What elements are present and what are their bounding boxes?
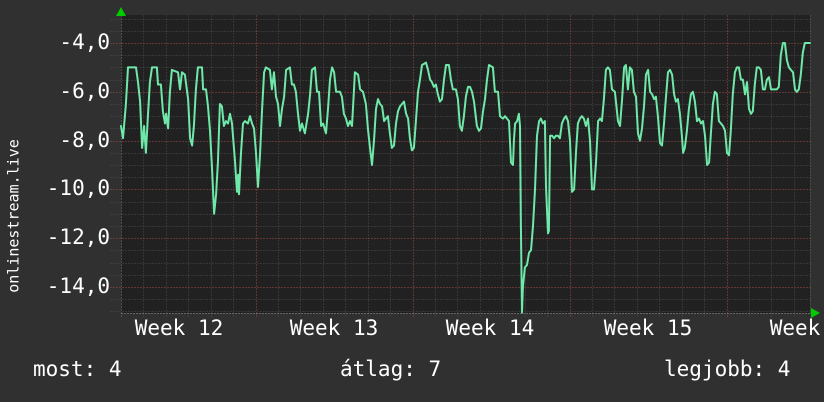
- stat-legjobb: legjobb: 4: [664, 357, 791, 381]
- series-line: [120, 42, 811, 314]
- x-axis-arrow-icon: [811, 308, 820, 318]
- stat-atlag: átlag: 7: [340, 357, 442, 381]
- stat-most: most: 4: [33, 357, 122, 381]
- y-axis-arrow-icon: [116, 7, 126, 16]
